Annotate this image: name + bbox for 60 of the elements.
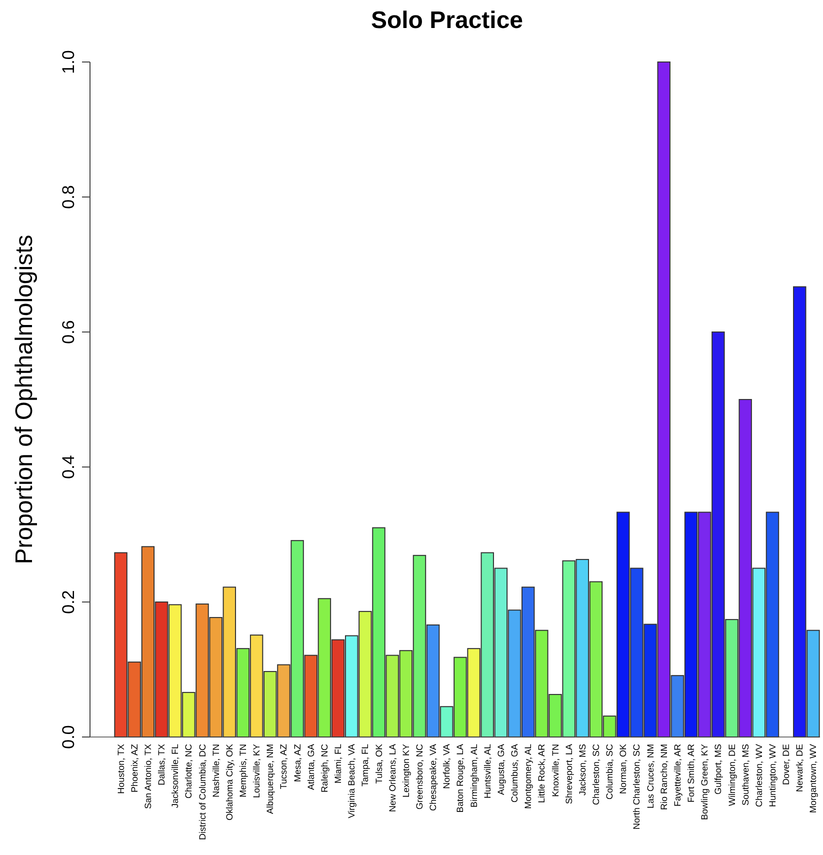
x-tick-label: District of Columbia, DC <box>197 744 208 840</box>
y-tick-label: 0.4 <box>59 455 78 479</box>
x-tick-label: Miami, FL <box>333 744 344 784</box>
x-tick-label: New Orleans, LA <box>387 744 398 812</box>
x-tick-label: Huntsville, AL <box>482 744 492 799</box>
x-tick-label: Greensboro, NC <box>414 744 424 810</box>
x-tick-label: Jacksonville, FL <box>170 744 180 808</box>
y-tick-label: 0.0 <box>59 725 78 749</box>
x-tick-label: Knoxville, TN <box>550 744 560 797</box>
x-tick-label: Houston, TX <box>116 744 126 794</box>
x-tick-label: Nashville, TN <box>210 744 221 798</box>
x-tick-label: Albuquerque, NM <box>265 744 276 814</box>
x-tick-label: Lexington KY <box>400 744 411 798</box>
x-tick-label: Newark, DE <box>794 744 805 792</box>
x-tick-label: Rio Rancho, NM <box>658 744 669 810</box>
x-tick-label: Dover, DE <box>781 744 792 786</box>
x-tick-label: Columbia, SC <box>604 744 615 800</box>
x-tick-label: Raleigh, NC <box>319 744 330 793</box>
x-tick-label: Morgantown, WV <box>808 744 818 814</box>
x-tick-label: Memphis, TN <box>238 744 248 798</box>
y-tick-label: 1.0 <box>59 50 78 74</box>
x-tick-label: Charlotte, NC <box>184 744 194 799</box>
x-tick-label: Fayetteville, AR <box>672 744 682 807</box>
y-axis-title: Proportion of Ophthalmologists <box>11 234 38 564</box>
x-tick-label: Las Cruces, NM <box>645 744 656 809</box>
x-tick-label: Bowling Green, KY <box>700 744 710 820</box>
x-tick-label: Jackson, MS <box>577 744 588 796</box>
x-tick-label: Montgomery, AL <box>523 744 534 809</box>
x-tick-label: Little Rock, AR <box>536 744 547 804</box>
x-tick-label: Louisville, KY <box>252 744 262 798</box>
x-tick-label: Virginia Beach, VA <box>346 744 357 818</box>
x-tick-label: Atlanta, GA <box>306 744 316 790</box>
x-tick-label: Southaven, MS <box>740 744 750 806</box>
x-tick-label: Tulsa, OK <box>374 744 384 784</box>
x-tick-label: Oklahoma City, OK <box>224 744 234 820</box>
x-tick-label: North Charleston, SC <box>632 744 642 830</box>
y-tick-label: 0.6 <box>59 320 78 344</box>
x-tick-label: Norfolk, VA <box>442 744 452 789</box>
x-tick-label: Norman, OK <box>618 744 628 794</box>
y-tick-label: 0.8 <box>59 185 78 209</box>
x-tick-label: Fort Smith, AR <box>686 744 696 803</box>
x-tick-label: Tampa, FL <box>360 744 370 787</box>
x-tick-label: Phoenix, AZ <box>129 744 140 793</box>
x-tick-label: Wilmington, DE <box>726 744 737 806</box>
x-tick-label: San Antonio, TX <box>142 744 153 809</box>
x-tick-label: Chesapeake, VA <box>428 744 438 811</box>
x-tick-label: Columbus, GA <box>510 744 520 803</box>
x-tick-label: Huntington, WV <box>767 744 778 808</box>
x-tick-label: Tucson, AZ <box>278 744 289 790</box>
x-tick-label: Shreveport, LA <box>564 744 574 804</box>
x-tick-label: Birmingham, AL <box>468 744 479 808</box>
x-tick-label: Charleston, WV <box>754 744 764 808</box>
chart-title: Solo Practice <box>370 7 524 34</box>
x-tick-label: Baton Rouge, LA <box>455 744 466 813</box>
x-tick-label: Gulfport, MS <box>713 744 724 795</box>
x-tick-label: Charleston, SC <box>590 744 601 806</box>
x-tick-label: Dallas, TX <box>156 744 167 786</box>
x-tick-label: Augusta, GA <box>496 744 506 796</box>
x-tick-label: Mesa, AZ <box>292 744 302 782</box>
y-tick-label: 0.2 <box>59 590 78 614</box>
